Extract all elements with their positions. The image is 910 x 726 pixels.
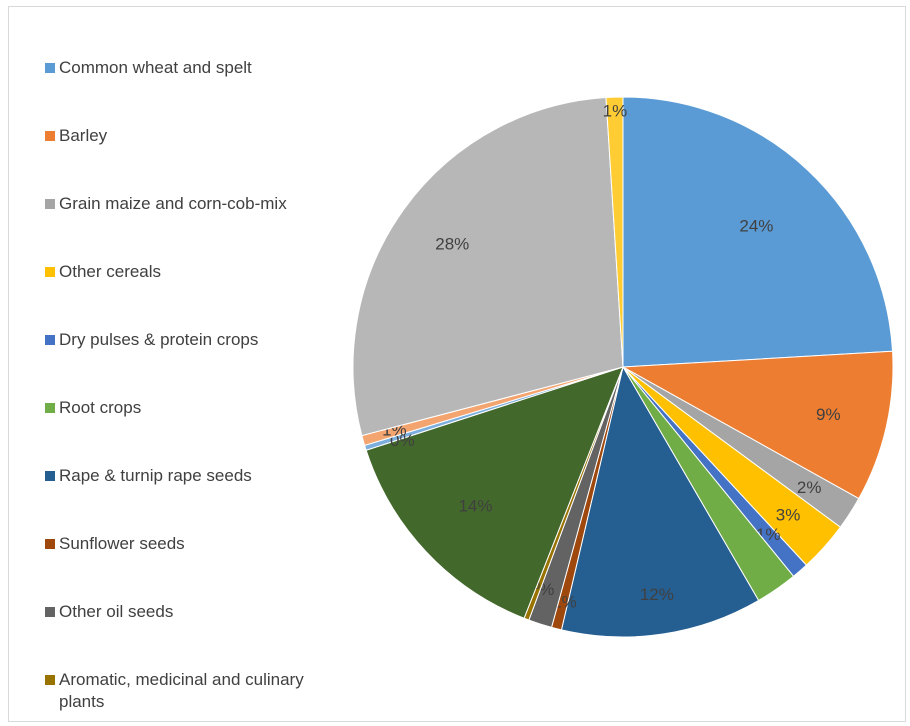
legend-label: Dry pulses & protein crops	[59, 330, 259, 349]
legend-swatch	[45, 199, 55, 209]
legend-item: Sunflower seeds	[45, 533, 309, 555]
slice-percent-label: 12%	[640, 585, 674, 604]
legend-swatch	[45, 267, 55, 277]
legend-label: Rape & turnip rape seeds	[59, 466, 252, 485]
legend-label: Other cereals	[59, 262, 162, 281]
pie-slice	[605, 96, 624, 368]
legend-item: Root crops	[45, 397, 309, 419]
legend-label: Root crops	[59, 398, 142, 417]
legend-item: Barley	[45, 125, 309, 147]
legend-swatch	[45, 471, 55, 481]
legend-swatch	[45, 335, 55, 345]
slice-percent-label: 28%	[435, 235, 469, 254]
slice-percent-label: 14%	[458, 497, 492, 516]
legend-label: Other oil seeds	[59, 602, 174, 621]
slice-percent-label: 3%	[776, 506, 801, 525]
legend-item: Rape & turnip rape seeds	[45, 465, 309, 487]
slice-percent-label: 2%	[797, 478, 822, 497]
legend-item: Other oil seeds	[45, 601, 309, 623]
pie-slice	[352, 97, 624, 437]
legend-swatch	[45, 403, 55, 413]
legend-item: Grain maize and corn-cob-mix	[45, 193, 309, 215]
legend-item: Common wheat and spelt	[45, 57, 309, 79]
pie-slice	[560, 365, 760, 638]
legend-swatch	[45, 131, 55, 141]
pie-slice	[622, 96, 894, 368]
slice-percent-label: 24%	[739, 217, 773, 236]
legend-label: Grain maize and corn-cob-mix	[59, 194, 287, 213]
legend-label: Barley	[59, 126, 108, 145]
slice-percent-label: 9%	[816, 405, 841, 424]
legend-label: Sunflower seeds	[59, 534, 185, 553]
legend-item: Aromatic, medicinal and culinary plants	[45, 669, 309, 713]
legend-swatch	[45, 63, 55, 73]
legend-item: Dry pulses & protein crops	[45, 329, 309, 351]
legend-swatch	[45, 539, 55, 549]
legend-label: Aromatic, medicinal and culinary plants	[59, 670, 304, 711]
pie-slice	[621, 350, 894, 500]
legend-item: Other cereals	[45, 261, 309, 283]
legend-label: Common wheat and spelt	[59, 58, 252, 77]
slice-percent-label: 1%	[603, 102, 628, 121]
legend-swatch	[45, 607, 55, 617]
legend-swatch	[45, 675, 55, 685]
